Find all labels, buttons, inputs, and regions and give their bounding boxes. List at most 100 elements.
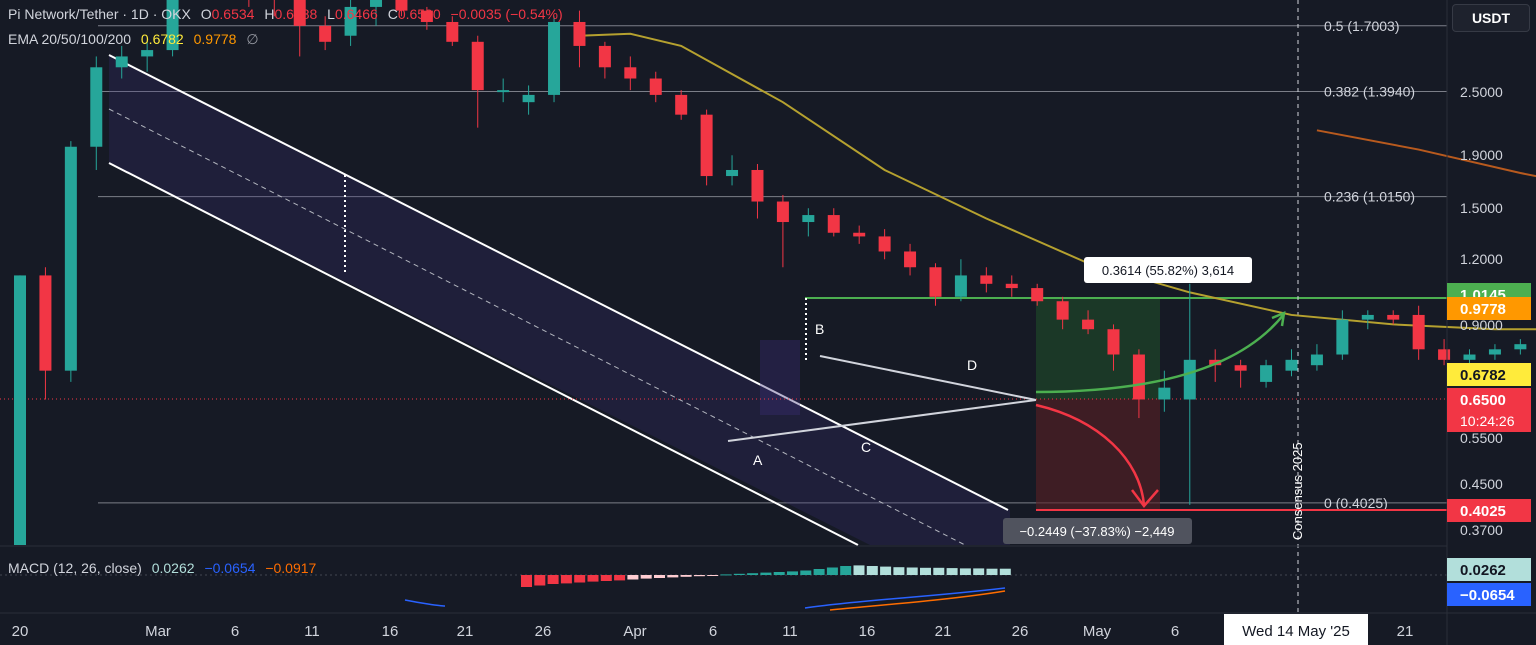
channel-upper (108, 54, 1009, 511)
point-c-label: C (861, 439, 871, 455)
ema20-value: 0.6782 (140, 31, 184, 47)
high-value: 0.6588 (274, 6, 318, 22)
price-label-box-2 (1447, 363, 1531, 386)
time-tick-10: 16 (859, 623, 876, 640)
symbol-legend: Pi Network/Tether · 1D · OKX O0.6534 H0.… (8, 6, 569, 22)
macd-bar-32 (946, 568, 958, 575)
time-tick-2: 6 (231, 623, 239, 640)
up-target-label: 0.3614 (55.82%) 3,614 (1102, 263, 1234, 278)
price-tick-6: 0.4500 (1460, 476, 1503, 492)
price-tick-3: 1.2000 (1460, 251, 1503, 267)
price-axis[interactable]: 2.5000 1.9000 1.5000 1.2000 0.9000 0.5500 0.45… (1446, 0, 1531, 645)
candle-body-49 (1260, 365, 1273, 382)
macd-bar-29 (906, 567, 918, 575)
fib-label-3: 0.5 (1.7003) (1324, 18, 1400, 34)
triangle-box (760, 340, 800, 415)
candle-body-33 (853, 232, 866, 237)
candle-body-46 (1183, 359, 1196, 400)
event-label: Consensus 2025 (1290, 442, 1305, 540)
candle-body-25 (649, 78, 662, 95)
macd-bar-13 (693, 575, 705, 577)
price-tick-2: 1.5000 (1460, 200, 1503, 216)
change-value: −0.0035 (−0.54%) (450, 6, 563, 22)
macd-bar-14 (707, 575, 719, 576)
candle-body-12 (319, 25, 332, 42)
candle-body-23 (598, 45, 611, 68)
candle-body-48 (1234, 365, 1247, 371)
price-label-box-1 (1447, 297, 1531, 320)
macd-bar-3 (560, 575, 572, 584)
time-tick-15: 21 (1397, 623, 1414, 640)
price-label-box-3 (1447, 388, 1531, 432)
macd-axis-box (1447, 558, 1531, 581)
high-label: H (264, 6, 275, 22)
currency-button[interactable]: USDT (1452, 4, 1530, 32)
ema-lines (579, 32, 1536, 331)
time-tick-11: 21 (935, 623, 952, 640)
signal-axis-label: −0.0654 (1460, 587, 1515, 604)
candle-body-24 (624, 67, 637, 79)
macd-bar-8 (627, 575, 639, 580)
macd-bar-5 (587, 575, 599, 582)
macd-bar-24 (840, 566, 852, 575)
price-tick-4: 0.9000 (1460, 317, 1503, 333)
channel-fill (109, 55, 1010, 545)
time-tick-0: 20 (12, 623, 29, 640)
candle-body-55 (1412, 314, 1425, 350)
candle-body-26 (675, 94, 688, 115)
macd-bar-33 (959, 568, 971, 575)
up-target-box (1084, 257, 1252, 283)
macd-bar-31 (933, 567, 945, 575)
time-axis[interactable]: 20 Mar 6 11 16 21 26 Apr 6 11 16 21 26 May 6 21 Wed 14 M… (12, 614, 1414, 645)
candle-body-44 (1132, 354, 1145, 400)
macd-bar-36 (999, 568, 1011, 575)
candle-body-20 (522, 94, 535, 103)
candle-body-54 (1387, 314, 1400, 320)
price-label-2: 0.6782 (1460, 367, 1506, 384)
candle-body-28 (726, 169, 739, 177)
candle-body-18 (471, 41, 484, 91)
candle-body-45 (1158, 387, 1171, 400)
descending-channel (108, 54, 1010, 546)
triangle-upper (819, 355, 1037, 401)
macd-bar-26 (866, 566, 878, 575)
down-target-label: −0.2449 (−37.83%) −2,449 (1019, 524, 1174, 539)
candle-body-5 (141, 50, 154, 57)
macd-bar-18 (760, 572, 772, 575)
up-arrow (1035, 313, 1285, 394)
price-tick-1: 1.9000 (1460, 147, 1503, 163)
macd-bar-6 (600, 575, 612, 581)
candle-body-21 (548, 21, 561, 95)
macd-bar-12 (680, 575, 692, 577)
symbol-title: Pi Network/Tether · 1D · OKX (8, 6, 191, 22)
macd-bar-2 (547, 575, 559, 584)
ema-legend: EMA 20/50/100/200 0.6782 0.9778 ∅ (8, 31, 265, 48)
price-tick-5: 0.5500 (1460, 430, 1503, 446)
candle-body-19 (497, 90, 510, 93)
candle-body-3 (90, 67, 103, 147)
price-label-box-4 (1447, 499, 1531, 522)
time-tick-1: Mar (145, 623, 171, 640)
signal-line (829, 590, 1006, 611)
candle-body-42 (1082, 319, 1095, 330)
candle-body-4 (115, 56, 128, 68)
point-a-label: A (753, 452, 763, 468)
point-b-label: B (815, 321, 824, 337)
macd-legend: MACD (12, 26, close) 0.0262 −0.0654 −0.0… (8, 560, 322, 576)
time-tick-13: May (1083, 623, 1112, 640)
time-tick-5: 21 (457, 623, 474, 640)
candle-body-11 (293, 0, 306, 26)
macd-bar-35 (986, 568, 998, 575)
candle-body-6 (166, 0, 179, 51)
channel-mid (108, 108, 966, 546)
candle-body-38 (980, 275, 993, 284)
crosshair-date-box (1224, 614, 1368, 645)
candle-body-29 (751, 169, 764, 202)
crosshair-date-label: Wed 14 May '25 (1242, 623, 1350, 640)
macd-bar-11 (667, 575, 679, 578)
price-tick-0: 2.5000 (1460, 84, 1503, 100)
macd-bar-1 (534, 575, 546, 586)
close-label: C (387, 6, 398, 22)
